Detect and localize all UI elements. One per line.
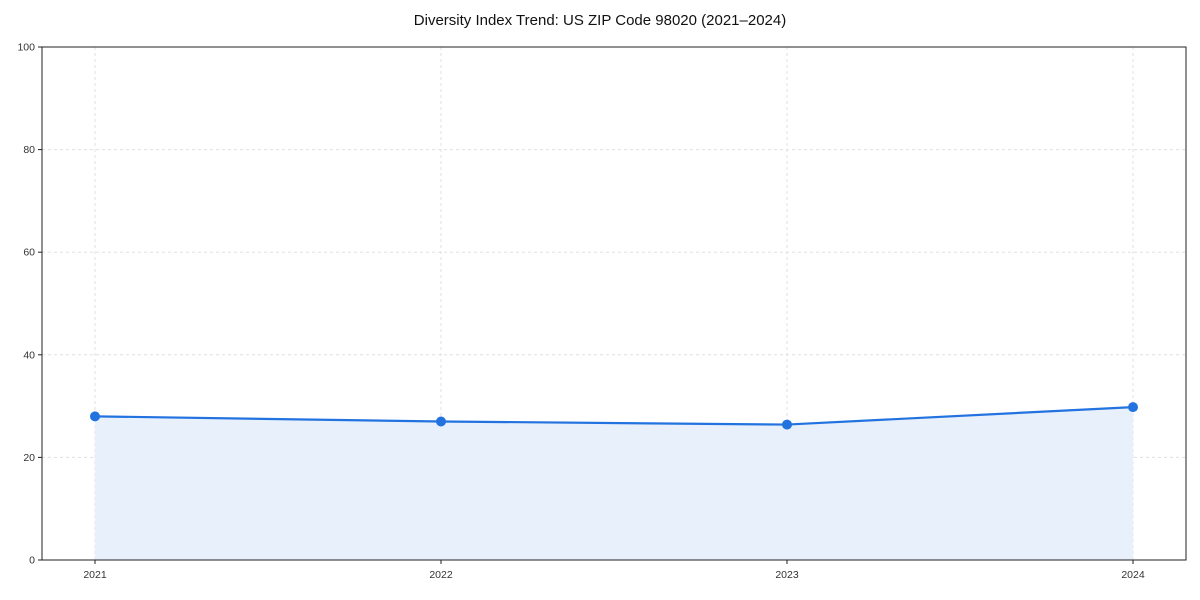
data-point-2023 [782, 419, 792, 430]
x-axis-tick-label: 2024 [1121, 569, 1145, 581]
x-axis-tick-label: 2023 [775, 569, 799, 581]
data-point-2022 [436, 416, 446, 427]
x-axis-tick-label: 2022 [429, 569, 453, 581]
area-fill [95, 407, 1133, 560]
x-axis-tick-label: 2021 [83, 569, 107, 581]
y-axis-tick-label: 0 [29, 555, 35, 567]
plot-frame [41, 46, 1187, 561]
data-point-2024 [1128, 402, 1138, 413]
y-axis-tick-label: 100 [17, 42, 35, 54]
y-axis-tick-label: 20 [23, 452, 35, 464]
chart-title: Diversity Index Trend: US ZIP Code 98020… [413, 12, 787, 29]
trend-line [93, 406, 1135, 426]
y-axis-tick-label: 40 [23, 349, 35, 361]
y-axis-tick-label: 60 [23, 247, 35, 259]
data-point-2021 [90, 411, 100, 422]
y-axis-tick-label: 80 [23, 144, 35, 156]
